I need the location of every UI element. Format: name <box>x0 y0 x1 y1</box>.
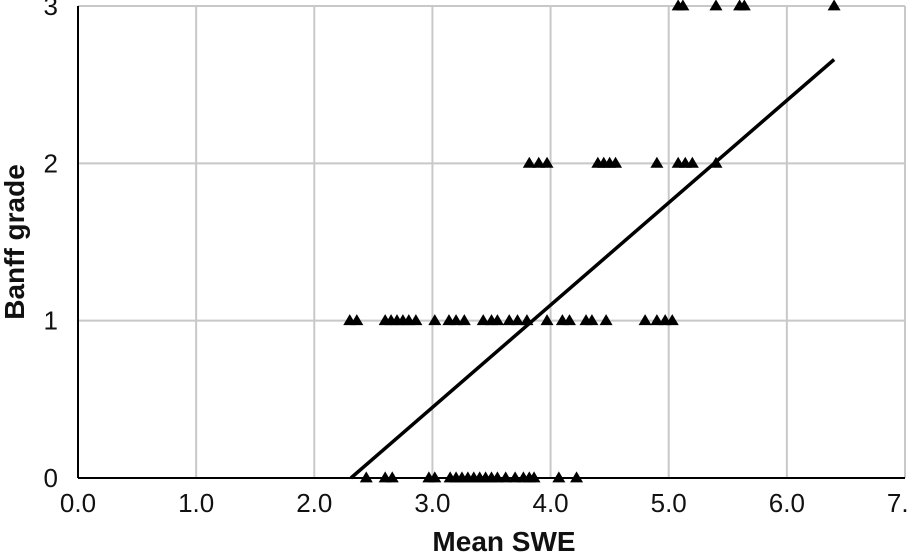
axes <box>77 6 905 479</box>
data-point-triangle <box>428 314 442 326</box>
x-tick-label: 6.0 <box>769 488 805 518</box>
data-point-triangle <box>520 314 534 326</box>
x-tick-labels: 0.0 1.0 2.0 3.0 4.0 5.0 6.0 7.0 <box>60 488 909 518</box>
data-point-triangle <box>540 314 554 326</box>
y-tick-label: 1 <box>44 306 58 336</box>
data-point-triangle <box>449 314 463 326</box>
data-point-triangle <box>709 156 723 168</box>
x-axis-title: Mean SWE <box>432 526 575 556</box>
data-point-triangle <box>508 471 522 483</box>
data-point-triangle <box>540 156 554 168</box>
data-point-triangle <box>552 471 566 483</box>
data-point-triangle <box>609 156 623 168</box>
data-point-triangle <box>457 314 471 326</box>
data-point-triangle <box>490 471 504 483</box>
x-tick-label: 0.0 <box>60 488 96 518</box>
data-point-triangle <box>685 156 699 168</box>
data-point-triangle <box>827 0 841 11</box>
data-point-triangle <box>532 156 546 168</box>
data-point-triangle <box>665 314 679 326</box>
data-point-triangle <box>650 314 664 326</box>
data-point-triangle <box>527 471 541 483</box>
x-tick-label: 4.0 <box>532 488 568 518</box>
data-point-triangle <box>650 156 664 168</box>
data-point-triangle <box>499 471 513 483</box>
x-tick-label: 1.0 <box>178 488 214 518</box>
data-point-triangle <box>502 314 516 326</box>
x-tick-label: 5.0 <box>651 488 687 518</box>
data-point-triangle <box>737 0 751 11</box>
y-tick-labels: 0 1 2 3 <box>44 0 58 493</box>
x-tick-label: 3.0 <box>414 488 450 518</box>
data-point-triangle <box>676 0 690 11</box>
data-point-triangle <box>599 314 613 326</box>
data-point-triangle <box>522 156 536 168</box>
data-point-triangle <box>385 471 399 483</box>
gridlines <box>78 5 906 478</box>
y-tick-label: 3 <box>44 0 58 21</box>
data-point-triangle <box>428 471 442 483</box>
data-points <box>343 0 841 483</box>
x-tick-label: 2.0 <box>296 488 332 518</box>
data-point-triangle <box>490 314 504 326</box>
trendline-group <box>349 58 836 480</box>
data-point-triangle <box>350 314 364 326</box>
trendline <box>349 58 836 480</box>
data-point-triangle <box>409 314 423 326</box>
x-tick-label: 7.0 <box>887 488 909 518</box>
y-tick-label: 2 <box>44 148 58 178</box>
data-point-triangle <box>570 471 584 483</box>
data-point-triangle <box>359 471 373 483</box>
data-point-triangle <box>476 314 490 326</box>
data-point-triangle <box>638 314 652 326</box>
data-point-triangle <box>510 314 524 326</box>
data-point-triangle <box>562 314 576 326</box>
y-tick-label: 0 <box>44 463 58 493</box>
data-point-triangle <box>709 0 723 11</box>
y-axis-title: Banff grade <box>0 164 30 320</box>
data-point-triangle <box>585 314 599 326</box>
